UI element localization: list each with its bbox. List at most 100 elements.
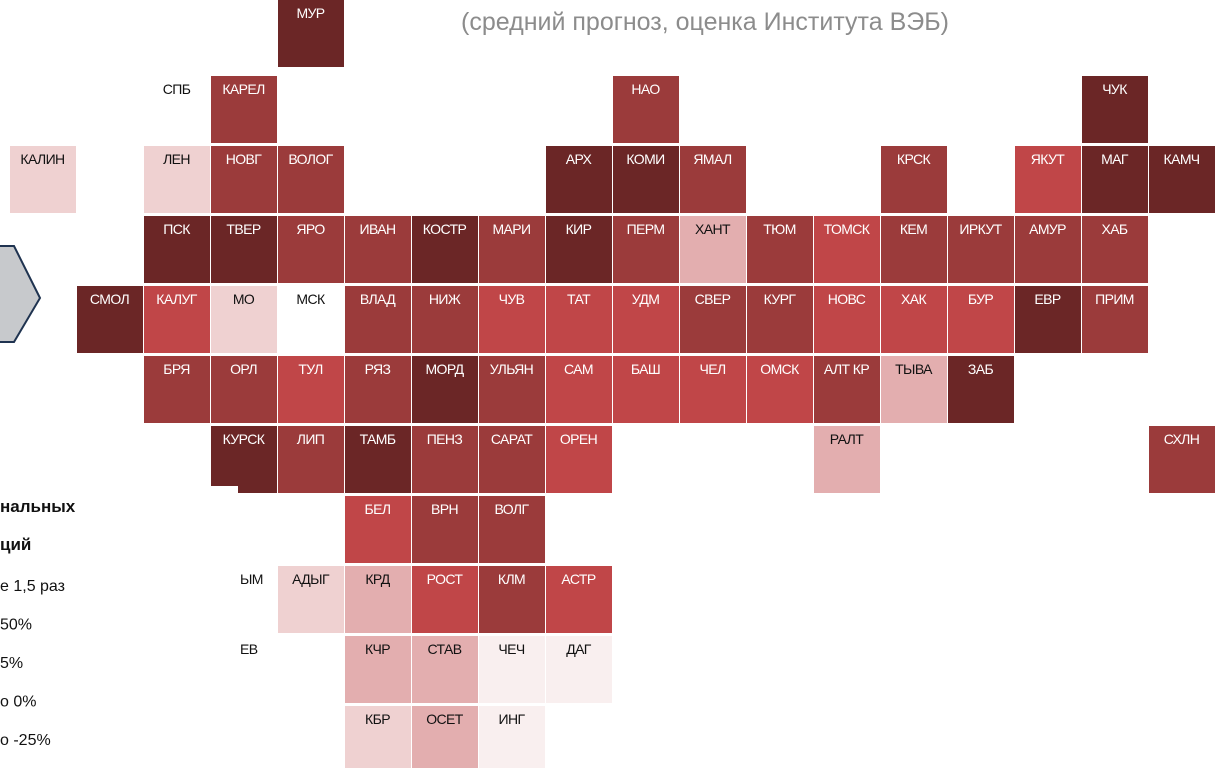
tile [747,216,813,283]
tile-label: КУРСК [223,431,266,447]
tile [680,356,746,423]
tile-label: КАЛИН [20,151,64,167]
tile [479,216,545,283]
tile [479,496,545,563]
tile [546,636,612,703]
tile [680,146,746,213]
tile [412,426,478,493]
tile [211,146,277,213]
tile-label: СВЕР [695,291,731,307]
tile [345,706,411,773]
tile-label: СМОЛ [90,291,130,307]
tile-label: ТУЛ [298,361,323,377]
tile-label: ТАТ [567,291,591,307]
tile [1015,286,1081,353]
tile-label: МУР [296,5,324,21]
tile-label: АСТР [561,571,595,587]
tile [345,286,411,353]
tile [1082,216,1148,283]
tile [345,216,411,283]
tile-label: ХАНТ [695,221,731,237]
tile-label: ЛЕН [163,151,190,167]
tile [546,356,612,423]
tile [546,426,612,493]
tile [1015,146,1081,213]
tile-label: ОРЛ [230,361,257,377]
tile [881,216,947,283]
tile [747,286,813,353]
legend-heading: ций [0,535,31,554]
tile [144,356,210,423]
tile-label: СХЛН [1164,431,1200,447]
tile-label: НАО [631,81,660,97]
tile-label: КУРГ [764,291,797,307]
tiles: МУР СПБ КАРЕЛ НАО ЧУК КАЛИН ЛЕН НОВГ ВОЛОГ АРХ КОМ… [10,0,1215,773]
tile-label: ПСК [163,221,191,237]
tile [278,146,344,213]
tile-label: ЧЕЛ [699,361,725,377]
tile-label: ЕВ [240,641,258,657]
tile-label: ВРН [431,501,458,517]
tile-label: ЯМАЛ [693,151,732,167]
tile-label: ПРИМ [1095,291,1134,307]
legend: нальных ций е 1,5 раз 50% 5% о 0% о -25% ЫМ ЕВ [0,486,263,768]
tile-label: ИВАН [360,221,396,237]
tile-label: МО [233,291,255,307]
legend-heading: нальных [0,497,76,516]
tile [747,356,813,423]
tile-label: ЗАБ [968,361,994,377]
tile [1149,146,1215,213]
tile-label: КБР [365,711,390,727]
tile-label: УЛЬЯН [490,361,533,377]
tile-label: МАГ [1101,151,1129,167]
tile-label: ПЕРМ [627,221,665,237]
tile-label: ХАБ [1101,221,1127,237]
tile [1149,426,1215,493]
tile [144,286,210,353]
tile-label: ОСЕТ [426,711,464,727]
tile-label: ДАГ [566,641,592,657]
tile-label: БЕЛ [365,501,391,517]
tile [881,356,947,423]
tile-label: НОВГ [226,151,263,167]
tile [345,636,411,703]
legend-item: о 0% [0,694,36,711]
tile-label: БУР [968,291,994,307]
tile-label: КАРЕЛ [222,81,265,97]
tile-label: ВОЛГ [495,501,530,517]
tile-label: АМУР [1029,221,1066,237]
tile-label: ТАМБ [360,431,396,447]
tile [546,286,612,353]
legend-item: 50% [0,617,32,634]
tile [1015,216,1081,283]
tile [412,566,478,633]
tile [948,356,1014,423]
tile-label: АРХ [566,151,593,167]
tile-label: КЧР [365,641,390,657]
tile [814,356,880,423]
tile [814,426,880,493]
tile [412,216,478,283]
tile [546,566,612,633]
tile-label: МОРД [425,361,464,377]
tile [211,426,277,493]
tile-label: РОСТ [427,571,464,587]
tile-label: ЯРО [296,221,325,237]
tile-label: ИНГ [499,711,526,727]
tile-label: КАМЧ [1164,151,1200,167]
tile-label: КИР [566,221,592,237]
legend-panel [0,486,238,768]
tile-label: МАРИ [492,221,530,237]
tile [412,706,478,773]
tile-label: КРД [365,571,390,587]
tile-label: ОРЕН [560,431,597,447]
tile-label: КЕМ [900,221,927,237]
tile-label: ХАК [901,291,927,307]
tile-label: ЫМ [240,571,263,587]
title: (средний прогноз, оценка Института ВЭБ) [461,8,949,36]
tile [278,356,344,423]
tile [412,286,478,353]
tile [278,0,344,67]
tile [345,356,411,423]
tile-label: ЯКУТ [1031,151,1066,167]
